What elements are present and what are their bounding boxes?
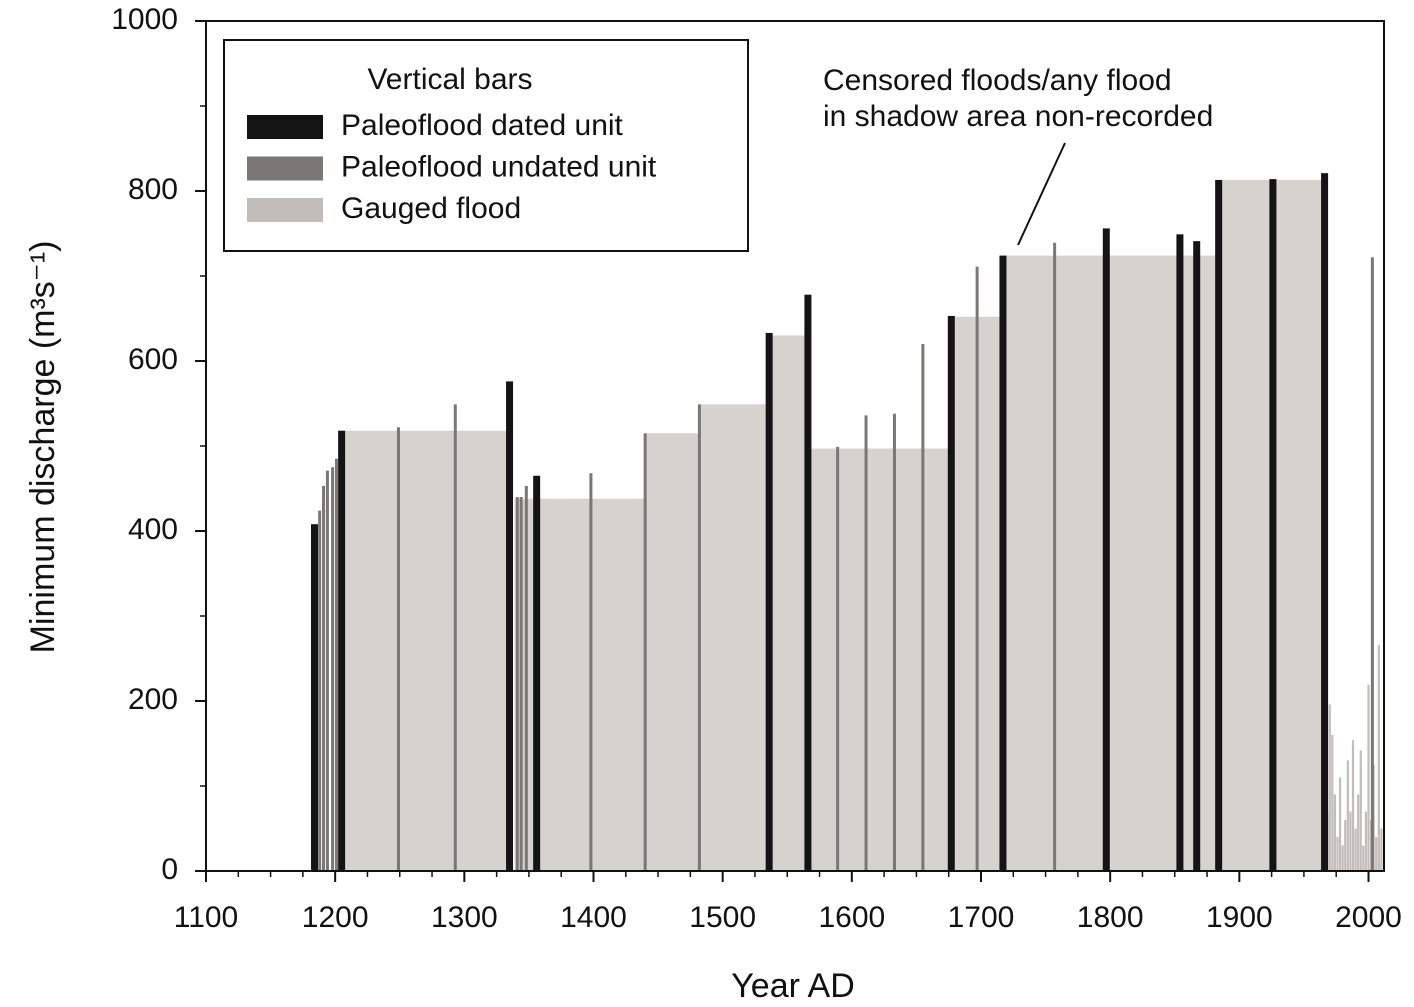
x-tick-label: 1600 [818,901,885,934]
plot-area [311,173,1383,872]
bar [975,266,979,871]
bar [864,415,868,871]
bar [1328,704,1331,871]
bar [325,470,329,871]
legend-label: Paleoflood undated unit [341,150,657,183]
legend-label: Paleoflood dated unit [341,109,624,142]
y-tick-label: 200 [128,683,178,716]
bar [1375,837,1378,871]
bar [1351,740,1355,871]
bar [1349,811,1352,871]
bar [1338,777,1342,871]
bar [1053,242,1057,872]
legend: Paleoflood dated unit Paleoflood undated … [247,109,657,225]
bar [1176,234,1184,872]
bar [589,473,593,871]
censored-area [769,335,808,871]
y-tick-label: 800 [128,173,178,206]
x-tick-label: 1900 [1206,901,1273,934]
bar [334,458,338,871]
y-tick-label: 600 [128,343,178,376]
legend-swatch [247,198,323,222]
bar [921,344,925,871]
bar [643,433,647,871]
x-tick-label: 1300 [431,901,498,934]
x-tick-label: 1200 [302,901,369,934]
censored-area [645,433,700,871]
bar [1341,845,1344,871]
bar [533,475,541,871]
bar [1336,837,1339,871]
bar [1333,794,1337,871]
bar [1321,173,1329,871]
annotation: in shadow area non-recorded [823,100,1213,133]
bar [1364,811,1368,871]
y-tick-label: 1000 [111,3,178,36]
x-tick-label: 1500 [689,901,756,934]
bar [947,315,955,871]
bar [1269,179,1277,872]
bar [322,485,326,871]
bar [515,497,519,871]
bar [697,404,701,871]
x-axis-label: Year AD [731,967,855,1005]
bar [1359,750,1362,871]
bar [331,467,335,871]
bar [519,497,523,871]
censored-area [341,430,510,871]
bar [338,430,346,871]
x-tick-label: 1100 [174,901,239,934]
bar [396,427,400,871]
x-tick-label: 2000 [1335,901,1402,934]
bar [453,404,457,871]
bar [1357,794,1360,871]
bar [1380,828,1383,871]
legend-swatch [247,115,323,139]
bar [1354,828,1357,871]
bar [524,485,528,871]
bar [1193,241,1201,871]
bar [1344,820,1347,871]
bar [1362,845,1365,871]
annotation: Censored floods/any flood [823,64,1172,97]
x-tick-label: 1700 [948,901,1015,934]
annotation-pointer [1017,142,1066,246]
y-tick-label: 0 [161,853,178,886]
bar [999,255,1007,872]
x-tick-label: 1400 [560,901,627,934]
bar [506,381,514,871]
bar [1215,179,1223,871]
bar [1102,228,1110,871]
bar [318,510,322,871]
bar [311,524,318,871]
censored-area [1002,255,1219,872]
bar [804,294,812,871]
bar [1367,684,1370,871]
bar [765,332,773,871]
x-tick-label: 1800 [1077,901,1144,934]
y-tick-label: 400 [128,513,178,546]
bar [1331,735,1334,871]
bar [1377,644,1380,871]
bar [1370,257,1374,871]
bar [892,413,896,871]
censored-area [807,448,952,871]
y-axis-label: Minimum discharge (m³s⁻¹) [24,241,62,654]
bar [1346,760,1349,871]
bar [836,446,840,871]
legend-label: Gauged flood [341,192,521,225]
censored-area [699,404,770,871]
legend-title: Vertical bars [367,63,532,96]
legend-swatch [247,156,323,181]
